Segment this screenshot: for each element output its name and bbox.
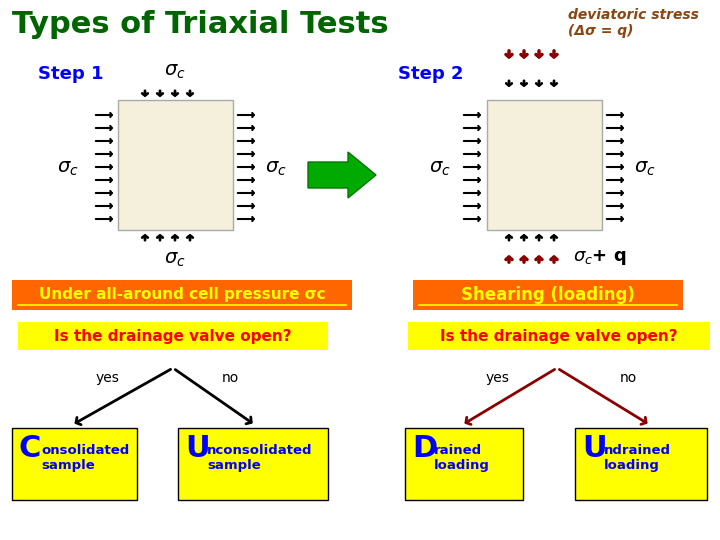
Bar <box>12 428 137 500</box>
Text: yes: yes <box>96 371 120 385</box>
Text: ndrained
loading: ndrained loading <box>604 444 671 472</box>
Text: Is the drainage valve open?: Is the drainage valve open? <box>440 328 678 343</box>
Text: rained
loading: rained loading <box>434 444 490 472</box>
Text: no: no <box>619 371 636 385</box>
Bar <box>408 322 710 350</box>
Text: nconsolidated
sample: nconsolidated sample <box>207 444 312 472</box>
Text: deviatoric stress
(Δσ = q): deviatoric stress (Δσ = q) <box>568 8 699 38</box>
Bar <box>18 322 328 350</box>
Text: $\sigma_c$: $\sigma_c$ <box>634 159 656 178</box>
Text: Is the drainage valve open?: Is the drainage valve open? <box>54 328 292 343</box>
Text: yes: yes <box>485 371 509 385</box>
FancyArrow shape <box>308 152 376 198</box>
Bar <box>12 280 352 310</box>
Text: onsolidated
sample: onsolidated sample <box>41 444 130 472</box>
Text: no: no <box>221 371 238 385</box>
Text: Shearing (loading): Shearing (loading) <box>461 286 635 304</box>
Text: $\sigma_c$: $\sigma_c$ <box>57 159 78 178</box>
Text: $\sigma_c$: $\sigma_c$ <box>164 62 186 81</box>
Bar <box>575 428 707 500</box>
Bar <box>118 100 233 230</box>
Text: D: D <box>412 434 437 463</box>
Text: Types of Triaxial Tests: Types of Triaxial Tests <box>12 10 389 39</box>
Text: $\sigma_c$: $\sigma_c$ <box>265 159 287 178</box>
Text: U: U <box>185 434 210 463</box>
Text: $\sigma_c$+ q: $\sigma_c$+ q <box>573 248 626 267</box>
Text: Step 2: Step 2 <box>398 65 464 83</box>
Text: C: C <box>19 434 41 463</box>
Text: Step 1: Step 1 <box>38 65 104 83</box>
Text: $\sigma_c$: $\sigma_c$ <box>429 159 451 178</box>
Text: U: U <box>582 434 607 463</box>
Text: Under all-around cell pressure σc: Under all-around cell pressure σc <box>39 287 325 302</box>
Bar <box>413 280 683 310</box>
Bar <box>405 428 523 500</box>
Text: $\sigma_c$: $\sigma_c$ <box>164 250 186 269</box>
Bar <box>487 100 602 230</box>
Bar <box>178 428 328 500</box>
